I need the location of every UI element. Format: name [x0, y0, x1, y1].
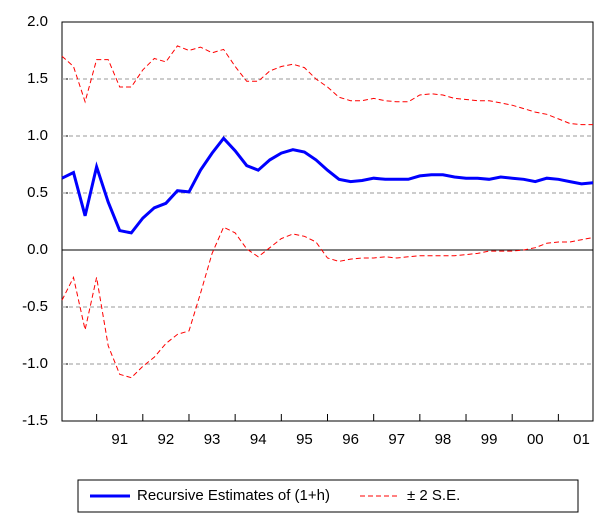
x-tick-label: 97	[388, 431, 405, 448]
y-tick-label: -0.5	[22, 298, 48, 315]
x-tick-label: 00	[527, 431, 544, 448]
x-tick-label: 96	[342, 431, 359, 448]
legend-label: Recursive Estimates of (1+h)	[137, 487, 330, 504]
x-tick-label: 99	[481, 431, 498, 448]
y-tick-label: -1.5	[22, 412, 48, 429]
series-line	[61, 45, 593, 126]
x-tick-label: 91	[111, 431, 128, 448]
x-tick-label: 95	[296, 431, 313, 448]
y-tick-label: 1.5	[27, 70, 48, 87]
y-tick-label: 0.5	[27, 184, 48, 201]
series-line	[61, 135, 594, 235]
y-tick-label: 0.0	[27, 241, 48, 258]
legend-box	[77, 479, 579, 513]
x-tick-label: 92	[158, 431, 175, 448]
x-tick-label: 01	[573, 431, 590, 448]
legend-label: ± 2 S.E.	[407, 487, 460, 504]
x-tick-label: 93	[204, 431, 221, 448]
x-tick-label: 94	[250, 431, 267, 448]
x-tick-label: 98	[435, 431, 452, 448]
y-tick-label: -1.0	[22, 355, 48, 372]
y-tick-label: 1.0	[27, 127, 48, 144]
series-line	[61, 226, 594, 379]
y-tick-label: 2.0	[27, 13, 48, 30]
